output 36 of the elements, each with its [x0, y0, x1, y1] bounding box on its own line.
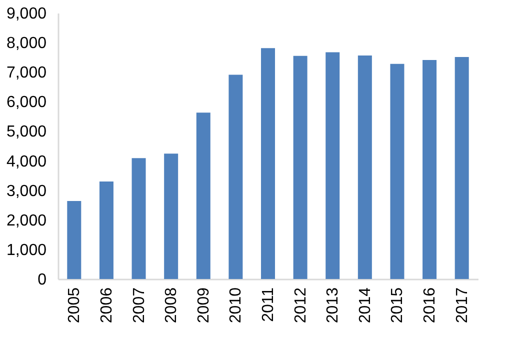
y-tick-label: 8,000 [6, 35, 47, 52]
bar [261, 48, 275, 279]
x-tick-label: 2007 [130, 287, 148, 324]
y-tick-label: 6,000 [6, 94, 47, 112]
x-tick-label: 2005 [66, 287, 84, 324]
x-tick-label: 2017 [454, 287, 471, 324]
bar [390, 64, 404, 279]
y-tick-label: 1,000 [6, 242, 47, 259]
y-tick-label: 3,000 [6, 182, 47, 200]
x-tick-label: 2011 [260, 287, 277, 322]
bar [358, 56, 372, 279]
x-tick-label: 2006 [98, 287, 116, 324]
x-tick-label: 2015 [389, 287, 406, 324]
x-tick-label: 2010 [228, 287, 245, 324]
x-tick-label: 2014 [356, 287, 374, 324]
bar [164, 154, 178, 279]
bar [228, 74, 243, 279]
y-tick-label: 7,000 [6, 64, 47, 82]
y-tick-label: 5,000 [6, 124, 47, 141]
bar [422, 60, 437, 279]
bar [196, 112, 210, 279]
bar [326, 52, 340, 279]
y-tick-label: 0 [38, 272, 47, 288]
y-tick-label: 9,000 [6, 6, 47, 22]
x-tick-label: 2009 [195, 287, 212, 324]
x-tick-label: 2008 [163, 287, 180, 324]
y-tick-label: 4,000 [6, 153, 47, 170]
bar [99, 181, 114, 279]
x-tick-label: 2013 [324, 287, 342, 324]
bar [67, 200, 82, 279]
x-tick-label: 2016 [422, 287, 439, 324]
x-tick-label: 2012 [292, 287, 310, 324]
bar [454, 57, 469, 279]
bar [132, 158, 146, 279]
bar [293, 56, 308, 279]
y-tick-label: 2,000 [6, 212, 47, 230]
